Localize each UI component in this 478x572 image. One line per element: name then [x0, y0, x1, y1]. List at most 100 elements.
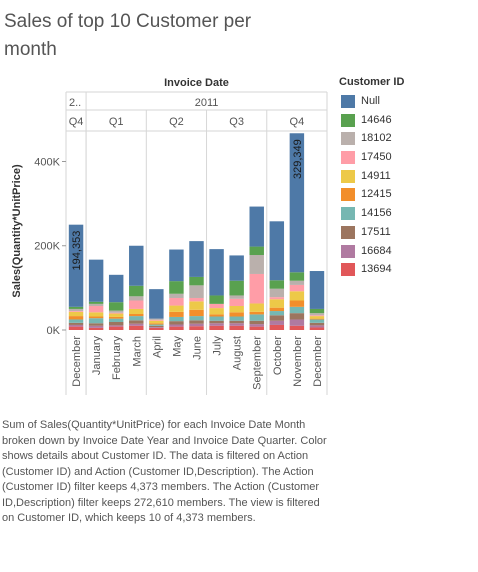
bar-segment[interactable]	[88, 325, 104, 328]
bar-segment[interactable]	[68, 319, 84, 323]
bar-segment[interactable]	[68, 311, 84, 312]
bar-segment[interactable]	[68, 311, 84, 317]
bar-segment[interactable]	[189, 320, 204, 324]
bar-segment[interactable]	[189, 301, 204, 310]
bar-segment[interactable]	[108, 274, 124, 303]
bar-segment[interactable]	[289, 272, 305, 281]
bar-segment[interactable]	[129, 323, 144, 326]
bar-segment[interactable]	[269, 299, 285, 308]
bar-segment[interactable]	[229, 305, 244, 313]
bar-segment[interactable]	[108, 321, 124, 326]
bar-segment[interactable]	[108, 316, 124, 319]
bar-segment[interactable]	[249, 255, 264, 274]
bar-segment[interactable]	[209, 249, 224, 296]
bar-segment[interactable]	[189, 241, 204, 277]
bar-segment[interactable]	[68, 322, 84, 325]
bar-segment[interactable]	[209, 320, 224, 324]
bar-segment[interactable]	[88, 327, 104, 330]
bar-segment[interactable]	[169, 316, 184, 322]
bar-segment[interactable]	[129, 296, 144, 301]
bar-segment[interactable]	[149, 323, 164, 325]
bar-segment[interactable]	[209, 303, 224, 309]
bar-segment[interactable]	[229, 312, 244, 317]
bar-segment[interactable]	[229, 320, 244, 324]
bar-segment[interactable]	[269, 288, 285, 298]
bar-segment[interactable]	[249, 324, 264, 327]
bar-segment[interactable]	[309, 318, 325, 320]
bar-segment[interactable]	[129, 300, 144, 309]
bar-segment[interactable]	[189, 323, 204, 327]
bar-segment[interactable]	[88, 301, 104, 304]
bar-segment[interactable]	[108, 312, 124, 314]
bar-segment[interactable]	[129, 313, 144, 317]
legend-item[interactable]: Null	[339, 92, 474, 111]
bar-segment[interactable]	[169, 305, 184, 312]
bar-segment[interactable]	[229, 298, 244, 306]
bar-segment[interactable]	[249, 326, 264, 330]
bar-segment[interactable]	[129, 308, 144, 314]
bar-segment[interactable]	[189, 316, 204, 321]
bar-segment[interactable]	[249, 311, 264, 315]
bar-segment[interactable]	[129, 245, 144, 286]
bar-segment[interactable]	[108, 302, 124, 311]
bar-segment[interactable]	[189, 276, 204, 286]
legend-item[interactable]: 12415	[339, 185, 474, 204]
bar-segment[interactable]	[209, 314, 224, 317]
bar-segment[interactable]	[269, 221, 285, 281]
bar-segment[interactable]	[169, 297, 184, 306]
bar-segment[interactable]	[269, 311, 285, 316]
bar-segment[interactable]	[249, 303, 264, 312]
bar-segment[interactable]	[108, 325, 124, 327]
bar-segment[interactable]	[108, 310, 124, 313]
bar-segment[interactable]	[309, 308, 325, 314]
bar-segment[interactable]	[149, 320, 164, 324]
bar-segment[interactable]	[149, 289, 164, 319]
bar-segment[interactable]	[68, 316, 84, 320]
bar-segment[interactable]	[129, 320, 144, 324]
bar-segment[interactable]	[309, 271, 325, 309]
legend-item[interactable]: 18102	[339, 129, 474, 148]
bar-segment[interactable]	[149, 324, 164, 326]
bar-segment[interactable]	[169, 293, 184, 298]
bar-segment[interactable]	[169, 321, 184, 325]
bar-segment[interactable]	[289, 300, 305, 307]
bar-segment[interactable]	[189, 309, 204, 317]
bar-segment[interactable]	[88, 316, 104, 319]
bar-segment[interactable]	[169, 249, 184, 282]
bar-segment[interactable]	[309, 327, 325, 330]
bar-segment[interactable]	[149, 327, 164, 328]
bar-segment[interactable]	[149, 318, 164, 320]
bar-segment[interactable]	[289, 291, 305, 301]
bar-segment[interactable]	[249, 273, 264, 304]
bar-segment[interactable]	[209, 325, 224, 330]
bar-segment[interactable]	[88, 323, 104, 326]
bar-segment[interactable]	[289, 284, 305, 292]
bar-segment[interactable]	[289, 325, 305, 330]
bar-segment[interactable]	[269, 307, 285, 312]
bar-segment[interactable]	[269, 324, 285, 330]
legend-item[interactable]: 17450	[339, 148, 474, 167]
bar-segment[interactable]	[129, 325, 144, 330]
bar-segment[interactable]	[249, 320, 264, 325]
bar-segment[interactable]	[108, 326, 124, 330]
bar-segment[interactable]	[229, 316, 244, 321]
legend-item[interactable]: 13694	[339, 260, 474, 279]
bar-segment[interactable]	[249, 246, 264, 256]
bar-segment[interactable]	[88, 318, 104, 324]
bar-segment[interactable]	[249, 206, 264, 247]
legend-item[interactable]: 14911	[339, 167, 474, 186]
bar-segment[interactable]	[189, 297, 204, 302]
bar-segment[interactable]	[289, 319, 305, 326]
bar-segment[interactable]	[269, 320, 285, 325]
bar-segment[interactable]	[209, 323, 224, 326]
legend-item[interactable]: 16684	[339, 242, 474, 261]
bar-segment[interactable]	[189, 326, 204, 330]
bar-segment[interactable]	[169, 326, 184, 330]
bar-segment[interactable]	[209, 316, 224, 321]
bar-segment[interactable]	[269, 280, 285, 289]
bar-segment[interactable]	[269, 297, 285, 300]
bar-segment[interactable]	[68, 306, 84, 309]
bar-segment[interactable]	[88, 312, 104, 317]
bar-segment[interactable]	[269, 315, 285, 321]
bar-segment[interactable]	[289, 133, 305, 273]
